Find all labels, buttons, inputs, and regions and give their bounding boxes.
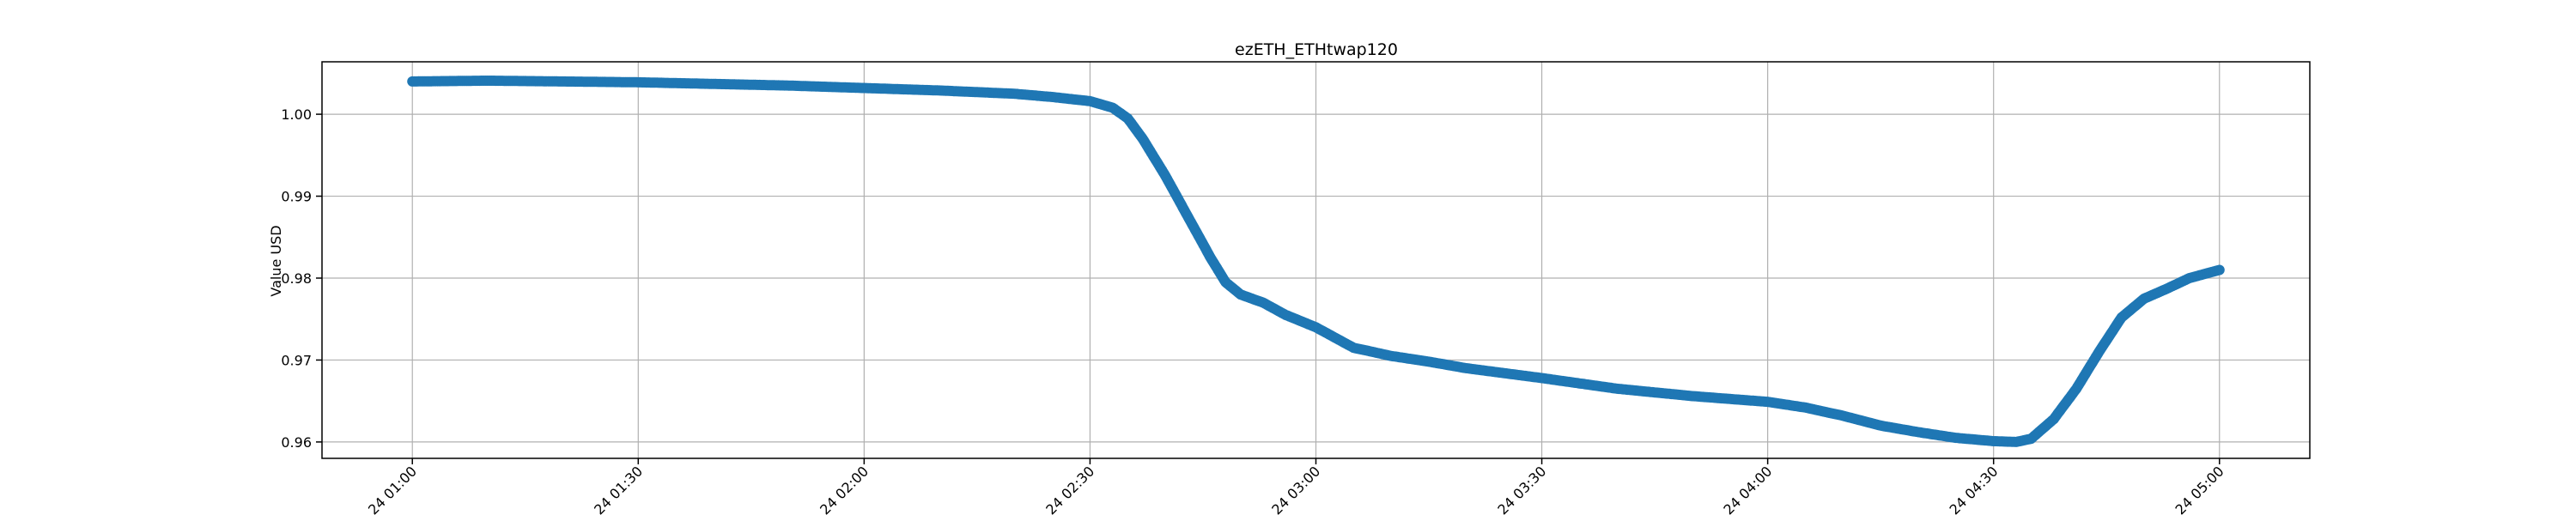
series-layer bbox=[407, 76, 2225, 447]
x-tick-label: 24 04:30 bbox=[1946, 463, 2001, 515]
y-tick-label: 0.96 bbox=[281, 434, 312, 451]
y-axis-label: Value USD bbox=[268, 225, 284, 296]
y-tick-label: 0.97 bbox=[281, 352, 312, 368]
x-tick-label: 24 03:30 bbox=[1494, 463, 1549, 515]
grid-layer bbox=[322, 62, 2310, 458]
x-tick-label: 24 05:00 bbox=[2172, 463, 2227, 515]
chart-title: ezETH_ETHtwap120 bbox=[1235, 40, 1398, 59]
y-tick-label: 1.00 bbox=[281, 106, 312, 123]
x-tick-label: 24 04:00 bbox=[1720, 463, 1775, 515]
x-tick-label: 24 01:00 bbox=[365, 463, 420, 515]
x-tick-label: 24 03:00 bbox=[1268, 463, 1323, 515]
x-tick-label: 24 02:00 bbox=[817, 463, 872, 515]
y-tick-label: 0.99 bbox=[281, 189, 312, 205]
tick-layer: 24 01:00 24 01:30 24 02:00 24 02:30 24 03:00… bbox=[281, 106, 2227, 515]
x-tick-label: 24 01:30 bbox=[591, 463, 646, 515]
y-tick-label: 0.98 bbox=[281, 270, 312, 287]
x-tick-label: 24 02:30 bbox=[1042, 463, 1097, 515]
data-point bbox=[2214, 264, 2225, 276]
